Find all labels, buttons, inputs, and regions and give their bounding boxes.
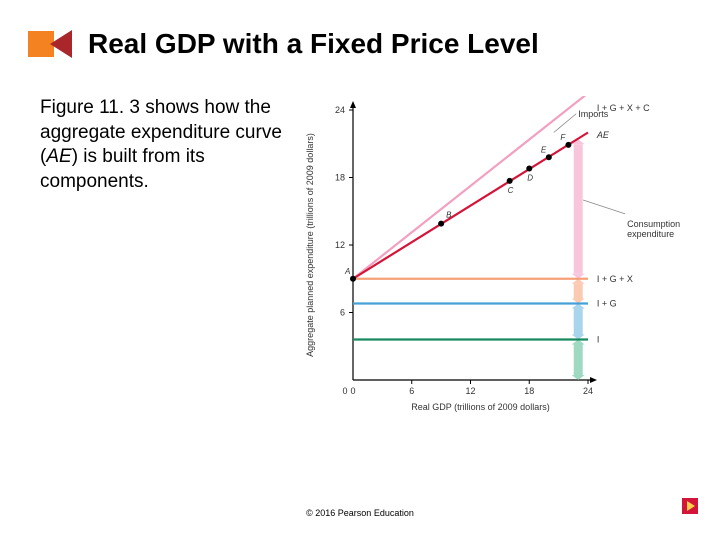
svg-text:12: 12 <box>465 386 475 396</box>
svg-text:24: 24 <box>583 386 593 396</box>
caption-ae: AE <box>46 146 71 167</box>
svg-text:0: 0 <box>350 386 355 396</box>
title-bullet-icon <box>28 29 76 59</box>
slide-title: Real GDP with a Fixed Price Level <box>88 28 539 60</box>
svg-text:A: A <box>344 267 350 276</box>
svg-text:I + G: I + G <box>597 299 617 309</box>
svg-text:0: 0 <box>342 386 347 396</box>
svg-text:F: F <box>560 133 566 142</box>
slide-body: Figure 11. 3 shows how the aggregate exp… <box>0 60 720 436</box>
svg-text:Consumption: Consumption <box>627 219 680 229</box>
next-slide-icon[interactable] <box>682 498 698 514</box>
svg-text:E: E <box>541 145 547 154</box>
svg-text:Real GDP (trillions of 2009 do: Real GDP (trillions of 2009 dollars) <box>411 402 549 412</box>
svg-text:Aggregate planned expenditure: Aggregate planned expenditure (trillions… <box>305 133 315 357</box>
svg-text:AE: AE <box>596 130 610 140</box>
svg-text:6: 6 <box>409 386 414 396</box>
svg-text:I + G + X: I + G + X <box>597 274 633 284</box>
svg-text:18: 18 <box>524 386 534 396</box>
svg-text:12: 12 <box>335 240 345 250</box>
svg-text:6: 6 <box>340 308 345 318</box>
ae-chart: 0 6 12 18 24 6 12 18 24 0 Real GDP (trillions of 2… <box>295 96 690 436</box>
svg-text:expenditure: expenditure <box>627 229 674 239</box>
svg-text:Imports: Imports <box>578 109 609 119</box>
svg-text:18: 18 <box>335 173 345 183</box>
svg-text:24: 24 <box>335 105 345 115</box>
svg-text:C: C <box>508 186 514 195</box>
figure-caption: Figure 11. 3 shows how the aggregate exp… <box>40 96 285 436</box>
copyright-footer: © 2016 Pearson Education <box>0 508 720 518</box>
svg-text:D: D <box>527 174 533 183</box>
svg-text:I: I <box>597 335 600 345</box>
slide-header: Real GDP with a Fixed Price Level <box>0 0 720 60</box>
svg-text:B: B <box>446 211 452 220</box>
